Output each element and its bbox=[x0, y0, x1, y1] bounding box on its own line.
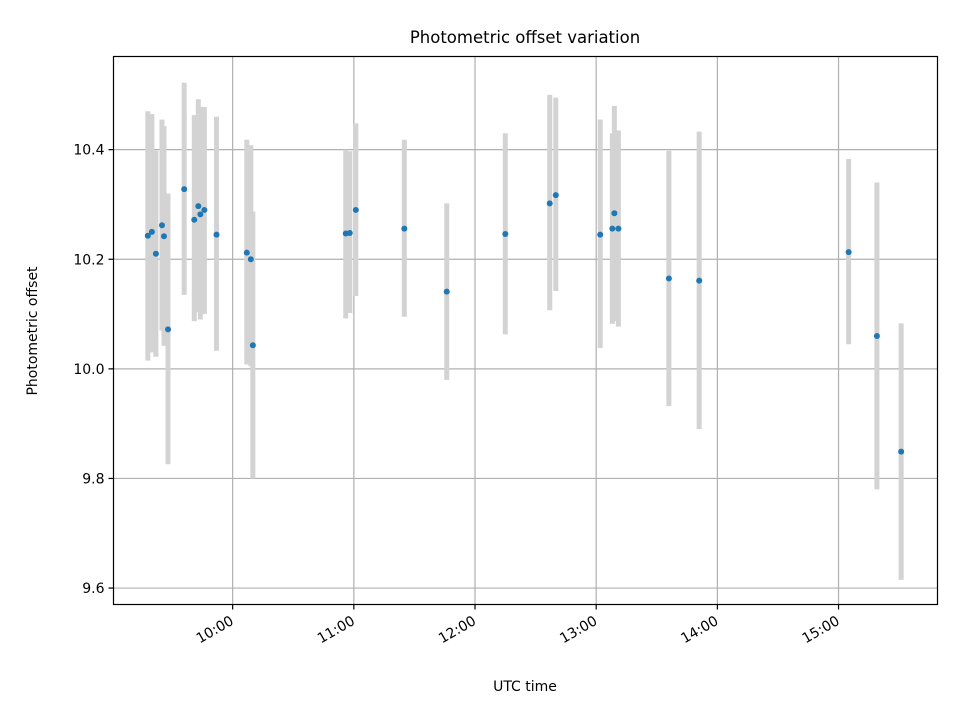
data-point bbox=[552, 192, 559, 199]
x-axis-label: UTC time bbox=[493, 679, 557, 695]
data-point bbox=[165, 326, 172, 333]
y-tick-label: 9.6 bbox=[82, 581, 104, 597]
data-point bbox=[197, 211, 204, 218]
chart-title: Photometric offset variation bbox=[410, 28, 640, 47]
data-point bbox=[845, 249, 852, 256]
data-point bbox=[665, 275, 672, 282]
data-point bbox=[696, 277, 703, 284]
data-point bbox=[615, 225, 622, 232]
data-point bbox=[195, 203, 202, 210]
data-point bbox=[213, 231, 220, 238]
data-point bbox=[148, 228, 155, 235]
y-tick-label: 9.8 bbox=[82, 471, 104, 487]
data-points bbox=[144, 186, 905, 455]
data-point bbox=[191, 216, 198, 223]
data-point bbox=[873, 332, 880, 339]
data-point bbox=[346, 229, 353, 236]
plot-frame bbox=[112, 55, 939, 606]
data-point bbox=[443, 288, 450, 295]
data-point bbox=[247, 256, 254, 263]
data-point bbox=[502, 231, 509, 238]
data-point bbox=[152, 250, 159, 257]
data-point bbox=[352, 206, 359, 213]
data-point bbox=[546, 200, 553, 207]
data-point bbox=[401, 225, 408, 232]
y-tick-label: 10.4 bbox=[73, 143, 104, 159]
data-point bbox=[611, 210, 618, 217]
data-point bbox=[158, 222, 165, 229]
y-tick-label: 10.0 bbox=[73, 362, 104, 378]
data-point bbox=[898, 448, 905, 455]
data-point bbox=[597, 231, 604, 238]
data-point bbox=[160, 233, 167, 240]
data-point bbox=[249, 342, 256, 349]
data-point bbox=[201, 206, 208, 213]
y-tick-label: 10.2 bbox=[73, 252, 104, 268]
data-point bbox=[181, 186, 188, 193]
data-point bbox=[243, 249, 250, 256]
data-point bbox=[609, 225, 616, 232]
y-axis-label: Photometric offset bbox=[25, 266, 41, 396]
data-point bbox=[144, 232, 151, 239]
